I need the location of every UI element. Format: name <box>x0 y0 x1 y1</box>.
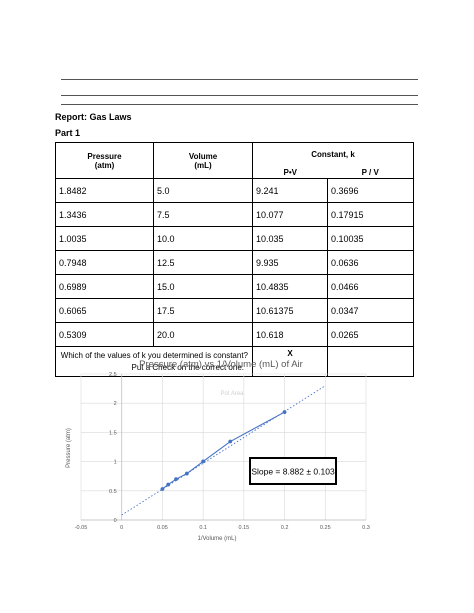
data-point <box>184 471 189 476</box>
p-over-v-cell: 0.3696 <box>327 178 414 203</box>
table-row: 0.6065 17.5 10.61375 0.0347 <box>55 298 414 323</box>
x-tick-label: 0.3 <box>362 525 370 531</box>
trendline <box>121 385 326 516</box>
pv-cell: 10.4835 <box>252 274 328 299</box>
chart-tick-labels: 0 0.5 1 1.5 2 2.5 -0.05 0 0.05 0.1 0.15 0.2 0.25 0.3 <box>75 372 370 531</box>
x-tick-label: 0.2 <box>281 525 289 531</box>
pv-cell: 9.935 <box>252 250 328 275</box>
volume-cell: 10.0 <box>153 226 253 251</box>
chart-title: Pressure (atm) vs 1/Volume (mL) of Air <box>139 359 303 370</box>
data-point <box>166 482 171 487</box>
table-row: 0.7948 12.5 9.935 0.0636 <box>55 250 414 275</box>
p-over-v-header: P / V <box>327 166 414 179</box>
part-label: Part 1 <box>55 128 81 138</box>
question-row: Which of the values of k you determined … <box>55 346 414 377</box>
pressure-cell: 0.6065 <box>55 298 154 323</box>
x-axis-label: 1/Volume (mL) <box>197 536 236 542</box>
data-point <box>282 410 287 414</box>
x-tick-label: 0.15 <box>238 525 249 531</box>
data-point <box>174 477 178 482</box>
x-tick-label: 0.05 <box>157 525 168 531</box>
constant-question: Which of the values of k you determined … <box>55 346 253 377</box>
pv-cell: 10.618 <box>252 322 328 347</box>
pressure-volume-chart: Pressure (atm) vs 1/Volume (mL) of Air 0… <box>66 359 370 542</box>
slope-annotation-box <box>249 457 337 485</box>
data-point <box>228 439 233 444</box>
y-tick-label: 2 <box>114 401 117 407</box>
table-row: 1.3436 7.5 10.077 0.17915 <box>55 202 414 227</box>
data-points <box>160 410 287 491</box>
x-tick-label: 0.1 <box>199 525 207 531</box>
volume-cell: 20.0 <box>153 322 253 347</box>
table-row: 1.0035 10.0 10.035 0.10035 <box>55 226 414 251</box>
p-over-v-cell: 0.10035 <box>327 226 414 251</box>
y-axis-label: Pressure (atm) <box>66 428 72 468</box>
volume-header: Volume (mL) <box>153 142 253 179</box>
answer-line-1 <box>61 79 418 80</box>
pv-cell: 10.035 <box>252 226 328 251</box>
pressure-cell: 1.8482 <box>55 178 154 203</box>
y-tick-label: 2.5 <box>109 372 117 378</box>
volume-cell: 5.0 <box>153 178 253 203</box>
pv-cell: 10.077 <box>252 202 328 227</box>
p-over-v-cell: 0.17915 <box>327 202 414 227</box>
table-row: 1.8482 5.0 9.241 0.3696 <box>55 178 414 203</box>
pv-cell: 10.61375 <box>252 298 328 323</box>
y-tick-label: 0 <box>114 518 117 524</box>
x-tick-label: 0 <box>120 525 123 531</box>
pressure-cell: 0.5309 <box>55 322 154 347</box>
pressure-cell: 1.0035 <box>55 226 154 251</box>
y-tick-label: 0.5 <box>109 489 117 495</box>
pressure-cell: 0.6989 <box>55 274 154 299</box>
data-point <box>160 487 165 491</box>
volume-cell: 15.0 <box>153 274 253 299</box>
answer-line-2 <box>61 95 418 96</box>
chart-gridlines <box>80 373 367 521</box>
p-over-v-cell: 0.0466 <box>327 274 414 299</box>
volume-cell: 12.5 <box>153 250 253 275</box>
y-tick-label: 1.5 <box>109 430 117 436</box>
pv-cell: 9.241 <box>252 178 328 203</box>
volume-cell: 7.5 <box>153 202 253 227</box>
table-row: 0.6989 15.0 10.4835 0.0466 <box>55 274 414 299</box>
y-tick-label: 1 <box>114 460 117 466</box>
p-over-v-cell: 0.0347 <box>327 298 414 323</box>
legend-ghost: Pot Area <box>220 391 244 397</box>
pressure-cell: 1.3436 <box>55 202 154 227</box>
data-point <box>201 459 206 464</box>
p-over-v-cell: 0.0636 <box>327 250 414 275</box>
constant-header: Constant, k <box>252 142 414 167</box>
answer-line-3 <box>61 104 418 105</box>
table-row: 0.5309 20.0 10.618 0.0265 <box>55 322 414 347</box>
report-title: Report: Gas Laws <box>55 112 132 122</box>
volume-cell: 17.5 <box>153 298 253 323</box>
x-tick-label: 0.25 <box>320 525 331 531</box>
p-over-v-cell: 0.0265 <box>327 322 414 347</box>
x-tick-label: -0.05 <box>75 525 88 531</box>
p-over-v-check-cell[interactable] <box>327 346 414 377</box>
slope-annotation: Slope = 8.882 ± 0.103 <box>251 467 335 477</box>
gas-law-table: Pressure (atm) Volume (mL) Constant, k P•V… <box>55 142 414 377</box>
pressure-header: Pressure (atm) <box>55 142 154 179</box>
pressure-cell: 0.7948 <box>55 250 154 275</box>
pv-header: P•V <box>252 166 328 179</box>
